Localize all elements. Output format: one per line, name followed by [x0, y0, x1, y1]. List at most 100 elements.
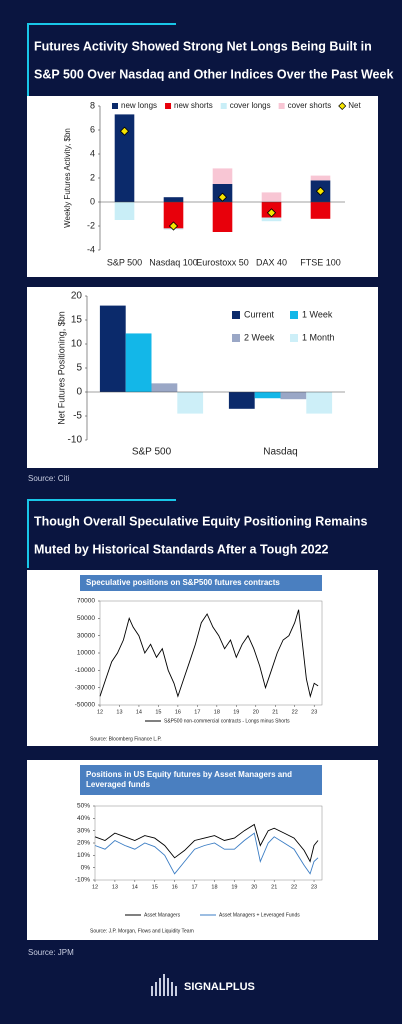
x-tick-label: 13	[112, 884, 118, 890]
y-tick-label: 0	[76, 387, 82, 398]
x-tick-label: 15	[152, 884, 158, 890]
x-tick-label: Eurostoxx 50	[196, 257, 249, 267]
chart-panel	[27, 570, 378, 746]
y-tick-label: -5	[73, 411, 82, 422]
legend-label: new shorts	[174, 101, 213, 110]
x-tick-label: 18	[211, 884, 217, 890]
legend-label: 1 Month	[302, 332, 335, 342]
y-axis-label: Net Futures Positioning, $bn	[56, 311, 66, 425]
legend-marker	[290, 311, 298, 319]
x-tick-label: 22	[292, 709, 298, 715]
bar	[228, 392, 255, 409]
bar	[310, 175, 331, 181]
x-tick-label: Nasdaq 100	[149, 257, 198, 267]
y-tick-label: -50000	[75, 702, 96, 709]
source: Source: JPM	[28, 948, 74, 957]
y-tick-label: -10%	[75, 877, 90, 884]
legend-marker	[220, 103, 227, 109]
x-tick-label: 17	[191, 884, 197, 890]
y-tick-label: 2	[90, 172, 95, 182]
y-tick-label: 4	[90, 148, 95, 158]
bar	[114, 202, 135, 220]
legend-label: Net	[348, 101, 361, 110]
y-tick-label: 0%	[81, 864, 91, 871]
x-tick-label: 12	[92, 884, 98, 890]
x-tick-label: 15	[155, 709, 161, 715]
x-tick-label: 13	[116, 709, 122, 715]
heading: Though Overall Speculative Equity Positi…	[34, 514, 367, 528]
legend-marker	[112, 103, 118, 109]
x-tick-label: 21	[271, 884, 277, 890]
legend-label: Asset Managers + Leveraged Funds	[219, 912, 300, 918]
x-tick-label: 20	[253, 709, 259, 715]
x-tick-label: DAX 40	[256, 257, 287, 267]
legend-marker	[232, 334, 240, 342]
net-marker	[217, 192, 228, 202]
y-tick-label: 30%	[77, 827, 90, 834]
y-tick-label: -30000	[75, 684, 96, 691]
legend-marker	[232, 311, 240, 319]
y-tick-label: 70000	[77, 598, 95, 605]
bar	[114, 114, 135, 202]
bar	[310, 202, 331, 219]
x-tick-label: 14	[136, 709, 142, 715]
y-tick-label: -2	[87, 220, 95, 230]
legend-label: 1 Week	[302, 309, 333, 319]
chart-source: Source: J.P. Morgan, Flows and Liquidity…	[90, 928, 194, 934]
chart-title-bar	[80, 575, 322, 591]
y-tick-label: 20%	[77, 840, 90, 847]
x-tick-label: 16	[172, 884, 178, 890]
y-tick-label: 50000	[77, 615, 95, 622]
y-tick-label: 6	[90, 124, 95, 134]
x-tick-label: 20	[251, 884, 257, 890]
legend-marker	[165, 103, 172, 109]
bar	[163, 197, 184, 202]
plot-frame	[94, 805, 323, 881]
chart-title-box: Speculative positions on S&P500 futures …	[86, 577, 280, 587]
heading: Futures Activity Showed Strong Net Longs…	[34, 39, 372, 53]
x-tick-label: S&P 500	[132, 447, 172, 458]
bar	[261, 217, 282, 222]
x-tick-label: 14	[132, 884, 138, 890]
legend-marker	[338, 102, 347, 110]
x-tick-label: 19	[231, 884, 237, 890]
y-tick-label: 8	[90, 100, 95, 110]
chart: -10% 0% 10% 20% 30% 40% 50% Positions in US Equ…	[75, 765, 323, 934]
legend-label: Asset Managers	[144, 912, 181, 918]
chart-title: Speculative positions on S&P500 futures …	[86, 577, 280, 587]
y-tick-label: 50%	[77, 803, 90, 810]
legend-label: 2 Week	[244, 332, 275, 342]
series-line	[94, 823, 319, 863]
chart-panel	[27, 287, 378, 468]
x-tick-label: 23	[311, 884, 317, 890]
legend-label: new longs	[121, 101, 157, 110]
y-tick-label: 10	[71, 339, 83, 350]
net-marker	[266, 208, 277, 218]
y-tick-label: 20	[71, 291, 83, 302]
x-tick-label: 12	[97, 709, 103, 715]
chart-title: Positions in US Equity futures by Asset …	[86, 769, 292, 789]
x-tick-label: 18	[214, 709, 220, 715]
x-tick-label: 17	[194, 709, 200, 715]
x-tick-label: 19	[233, 709, 239, 715]
heading-accent	[27, 499, 176, 568]
bar	[261, 192, 282, 202]
logo-icon	[151, 974, 177, 996]
legend-label: cover longs	[230, 101, 271, 110]
x-tick-label: Nasdaq	[263, 447, 297, 458]
x-tick-label: S&P 500	[107, 257, 142, 267]
brand: SIGNALPLUS	[184, 981, 255, 993]
y-tick-label: 15	[71, 315, 83, 326]
legend-label: cover shorts	[288, 101, 332, 110]
y-tick-label: 0	[90, 196, 95, 206]
plot-frame	[99, 600, 323, 706]
chart: -10 -5 0 5 10 15 20 Net Futures Positioning, $b…	[56, 291, 345, 458]
bar	[212, 202, 233, 232]
y-tick-label: 10000	[77, 650, 95, 657]
y-tick-label: -4	[87, 244, 95, 254]
net-marker	[168, 221, 179, 231]
y-tick-label: 30000	[77, 632, 95, 639]
chart: -4 -2 0 2 4 6 8 Weekly Futures Activity, $bn S&P…	[63, 100, 361, 267]
heading-accent	[27, 23, 176, 96]
